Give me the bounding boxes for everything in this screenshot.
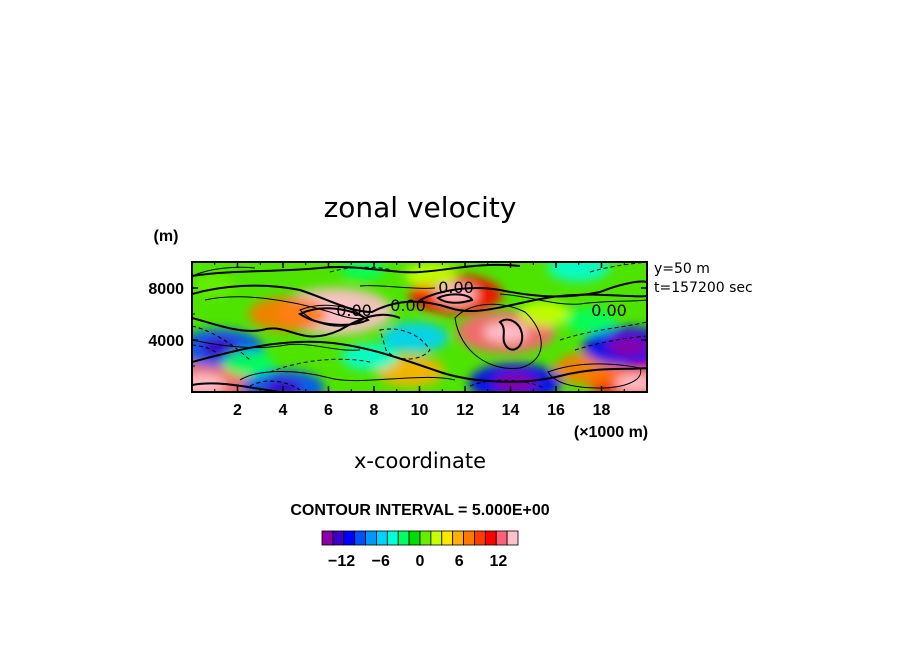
colorbar-tick-label: 12 (490, 553, 508, 570)
negative-contour-line (329, 266, 393, 273)
contour-line (192, 266, 256, 277)
contour-lines (192, 263, 647, 392)
colorbar-swatch (506, 530, 519, 546)
colorbar-swatch (495, 530, 508, 546)
colorbar-tick-label: −12 (328, 553, 355, 570)
field-feature (194, 274, 236, 297)
contour-interval-text: CONTOUR INTERVAL = 5.000E+00 (290, 502, 549, 519)
colorbar-tick-label: 6 (455, 553, 464, 570)
y-axis: 4000 8000 (148, 281, 647, 367)
contour-line (359, 285, 436, 289)
negative-contour-line (589, 262, 647, 273)
colorbar-swatch (430, 530, 443, 546)
contour-line (547, 363, 642, 389)
colorbar-swatch (419, 530, 432, 546)
field-feature (564, 307, 616, 334)
contour-label: 0.00 (591, 301, 627, 320)
negative-contour-line (574, 335, 647, 351)
field-feature (223, 350, 275, 377)
colorbar-swatch (408, 530, 421, 546)
contour-line (239, 371, 456, 382)
negative-contour-line (192, 344, 221, 357)
x-axis: 2 4 6 8 10 12 14 16 18 (214, 262, 625, 419)
y-axis-unit-label: (m) (154, 228, 179, 245)
colorbar-swatch (332, 530, 345, 546)
colorbar-swatch (386, 530, 399, 546)
negative-contour-line (469, 379, 546, 389)
colorbar-swatch (474, 530, 486, 546)
x-tick-label: 2 (233, 402, 242, 419)
colorbar-swatch (321, 530, 334, 546)
colorbar-tick-label: −6 (372, 553, 390, 570)
field-feature (381, 322, 449, 353)
contour-line (454, 303, 542, 370)
colorbar-swatch (365, 530, 377, 546)
y-tick-label: 8000 (148, 281, 184, 298)
x-axis-title: x-coordinate (354, 449, 486, 473)
colorbar-swatch (397, 530, 410, 546)
colorbar-tick-labels: −12 −6 0 6 12 (328, 553, 507, 570)
x-tick-label: 14 (502, 402, 520, 419)
field-feature (547, 262, 610, 282)
colorbar (321, 530, 519, 546)
contour-zero-line (192, 382, 281, 392)
contour-zero-line (192, 313, 401, 338)
contour-line (498, 318, 524, 351)
contour-labels: 0.00 0.00 0.00 0.00 (336, 278, 627, 320)
field-feature-core (607, 336, 647, 357)
x-tick-label: 10 (411, 402, 429, 419)
annotation-time: t=157200 sec (654, 280, 753, 296)
colorbar-swatch (376, 530, 388, 546)
colorbar-swatch (452, 530, 464, 546)
negative-contour-line (379, 328, 431, 360)
contour-label: 0.00 (438, 278, 474, 297)
negative-contour-line (559, 321, 647, 341)
annotation-y: y=50 m (654, 261, 710, 277)
negative-contour-line (269, 358, 371, 373)
colorbar-tick-label: 0 (416, 553, 425, 570)
colorbar-swatch (354, 530, 366, 546)
x-axis-unit-label: (×1000 m) (574, 424, 648, 441)
contour-zero-line (192, 340, 647, 383)
negative-contour-lines (192, 262, 647, 391)
contour-line (436, 293, 474, 304)
x-tick-label: 8 (370, 402, 379, 419)
negative-contour-line (192, 325, 251, 361)
colorbar-swatch (441, 530, 454, 546)
contour-line (192, 339, 361, 351)
x-tick-label: 12 (456, 402, 474, 419)
x-tick-label: 4 (279, 402, 288, 419)
contour-label: 0.00 (390, 296, 426, 315)
colorbar-swatch (343, 530, 356, 546)
contour-line (499, 293, 647, 305)
x-tick-label: 18 (593, 402, 611, 419)
contour-line (298, 307, 370, 326)
x-tick-label: 6 (324, 402, 333, 419)
plot-area: 0.00 0.00 0.00 0.00 (192, 262, 647, 392)
field-feature (341, 343, 398, 371)
field-feature (518, 301, 571, 327)
chart-title: zonal velocity (324, 191, 517, 224)
field-feature-core (264, 379, 302, 392)
colorbar-swatch (484, 530, 497, 546)
x-tick-label: 16 (547, 402, 565, 419)
contour-zero-line (419, 280, 647, 301)
y-tick-label: 4000 (148, 333, 184, 350)
colorbar-swatch (463, 530, 475, 546)
field-feature-core (494, 372, 537, 392)
contour-label: 0.00 (336, 301, 372, 320)
field-feature-core (483, 321, 529, 343)
